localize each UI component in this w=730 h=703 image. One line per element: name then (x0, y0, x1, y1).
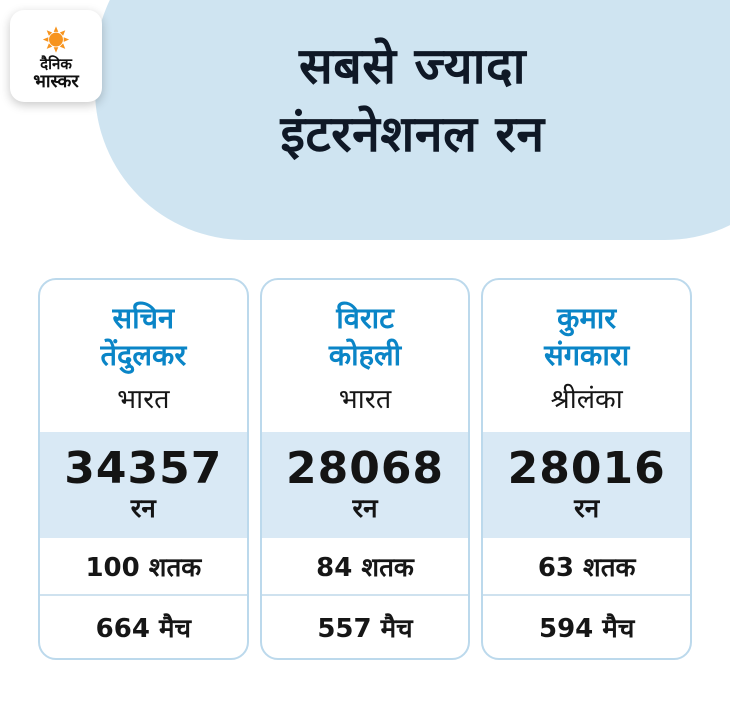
brand-logo: दैनिक भास्कर (10, 10, 102, 102)
title-line-2: इंटरनेशनल रन (280, 105, 545, 163)
runs-value: 28016 (507, 443, 666, 494)
player-name-line-1: कुमार (557, 301, 617, 335)
player-header: विराट कोहली भारत (262, 280, 469, 432)
player-header: कुमार संगकारा श्रीलंका (483, 280, 690, 432)
brand-name-line-1: दैनिक (40, 55, 72, 73)
player-name-line-2: तेंदुलकर (100, 338, 187, 372)
centuries-row: 84 शतक (316, 553, 414, 583)
matches-row: 557 मैच (261, 594, 469, 658)
player-card: कुमार संगकारा श्रीलंका 28016 रन 63 शतक 5… (481, 278, 693, 660)
runs-value: 28068 (285, 443, 445, 494)
player-card: विराट कोहली भारत 28068 रन 84 शतक 557 मैच (259, 278, 471, 660)
centuries-row: 100 शतक (85, 553, 202, 583)
runs-band: 28016 रन (483, 432, 691, 538)
player-country: भारत (117, 384, 170, 415)
header-blob (95, 0, 730, 240)
player-header: सचिन तेंदुलकर भारत (40, 280, 247, 432)
player-cards: सचिन तेंदुलकर भारत 34357 रन 100 शतक 664 … (38, 278, 693, 660)
matches-row: 594 मैच (483, 594, 691, 658)
player-country: श्रीलंका (550, 384, 623, 415)
title-line-1: सबसे ज्यादा (298, 37, 527, 95)
runs-band: 28068 रन (261, 432, 469, 538)
sun-icon (42, 26, 70, 53)
player-name-line-1: विराट (336, 301, 394, 335)
brand-name: दैनिक भास्कर (33, 56, 79, 91)
centuries-row: 63 शतक (537, 553, 636, 583)
runs-label: रन (130, 494, 156, 524)
runs-value: 34357 (64, 443, 223, 494)
page-title: सबसे ज्यादा इंटरनेशनल रन (95, 32, 730, 168)
runs-band: 34357 रन (40, 432, 247, 538)
player-card: सचिन तेंदुलकर भारत 34357 रन 100 शतक 664 … (38, 278, 249, 660)
player-name-line-2: संगकारा (544, 338, 630, 372)
matches-row: 664 मैच (40, 594, 247, 658)
player-name: सचिन तेंदुलकर (100, 300, 186, 374)
player-country: भारत (338, 384, 392, 415)
player-name-line-1: सचिन (112, 301, 175, 335)
runs-label: रन (352, 494, 378, 524)
player-name: कुमार संगकारा (544, 300, 629, 374)
runs-label: रन (574, 494, 600, 524)
player-name-line-2: कोहली (328, 338, 402, 372)
brand-name-line-2: भास्कर (33, 71, 79, 92)
player-name: विराट कोहली (329, 300, 401, 374)
